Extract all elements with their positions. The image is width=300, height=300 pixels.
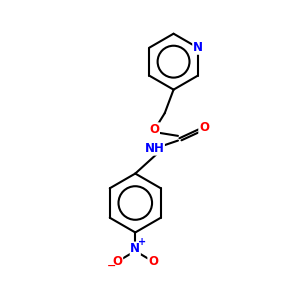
Text: N: N (193, 41, 203, 54)
Text: O: O (148, 255, 158, 268)
Text: NH: NH (145, 142, 164, 155)
Text: O: O (199, 122, 209, 134)
Text: O: O (112, 255, 123, 268)
Text: +: + (138, 237, 146, 247)
Text: N: N (130, 242, 140, 255)
Text: O: O (149, 123, 159, 136)
Text: −: − (106, 261, 116, 271)
